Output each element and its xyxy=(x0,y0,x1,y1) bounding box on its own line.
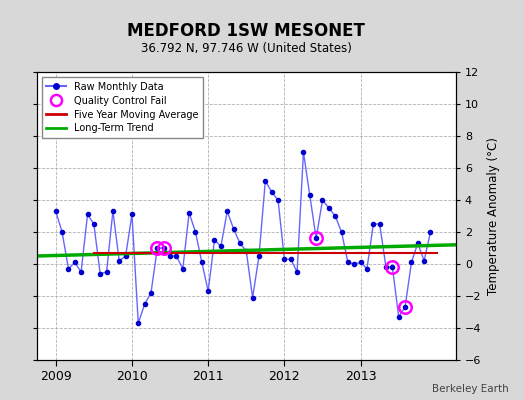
Text: Berkeley Earth: Berkeley Earth xyxy=(432,384,508,394)
Y-axis label: Temperature Anomaly (°C): Temperature Anomaly (°C) xyxy=(487,137,500,295)
Text: 36.792 N, 97.746 W (United States): 36.792 N, 97.746 W (United States) xyxy=(141,42,352,55)
Legend: Raw Monthly Data, Quality Control Fail, Five Year Moving Average, Long-Term Tren: Raw Monthly Data, Quality Control Fail, … xyxy=(41,77,203,138)
Text: MEDFORD 1SW MESONET: MEDFORD 1SW MESONET xyxy=(127,22,365,40)
